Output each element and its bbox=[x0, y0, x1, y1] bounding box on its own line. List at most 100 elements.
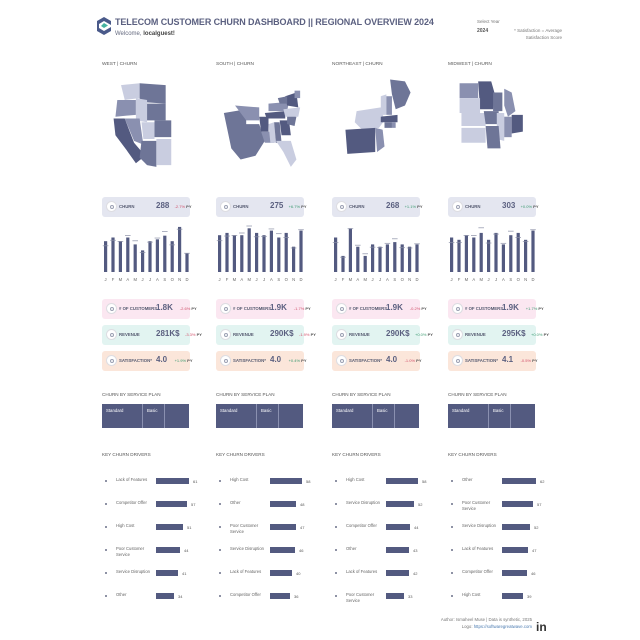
driver-row[interactable]: Poor Customer Service 44 bbox=[102, 545, 194, 559]
churn-bar[interactable] bbox=[363, 255, 367, 272]
region-map[interactable] bbox=[338, 72, 418, 180]
plan-standard[interactable]: Standard bbox=[102, 404, 143, 428]
customers-card[interactable]: # OF CUSTOMERS 1.8K -2.6% PY bbox=[102, 299, 197, 319]
plan-standard[interactable]: Standard bbox=[448, 404, 489, 428]
churn-bar[interactable] bbox=[104, 241, 108, 272]
customers-card[interactable]: # OF CUSTOMERS 1.9K -1.7% PY bbox=[216, 299, 311, 319]
churn-bar[interactable] bbox=[163, 235, 167, 272]
driver-row[interactable]: High Cost 58 bbox=[216, 476, 310, 490]
churn-bar[interactable] bbox=[356, 246, 360, 272]
driver-row[interactable]: High Cost 58 bbox=[332, 476, 426, 490]
revenue-card[interactable]: REVENUE 290K$ +0.0% PY bbox=[332, 325, 433, 345]
churn-bar[interactable] bbox=[450, 237, 454, 273]
driver-row[interactable]: Competitor Offer 44 bbox=[332, 522, 424, 536]
region-map[interactable] bbox=[454, 72, 534, 180]
churn-card[interactable]: CHURN 275 +6.7% PY bbox=[216, 197, 307, 217]
driver-row[interactable]: Lack of Features 47 bbox=[448, 545, 540, 559]
churn-bar[interactable] bbox=[284, 232, 288, 272]
churn-bar[interactable] bbox=[509, 235, 513, 272]
driver-row[interactable]: Lack of Features 42 bbox=[332, 568, 424, 582]
plan-basic[interactable]: Basic bbox=[143, 404, 165, 428]
churn-bar[interactable] bbox=[218, 235, 222, 272]
churn-bar[interactable] bbox=[292, 246, 296, 272]
churn-bar[interactable] bbox=[178, 226, 182, 272]
customers-card[interactable]: # OF CUSTOMERS 1.9K +1.7% PY bbox=[448, 299, 544, 319]
churn-bar[interactable] bbox=[141, 250, 145, 272]
plan-basic[interactable]: Basic bbox=[257, 404, 279, 428]
churn-bar[interactable] bbox=[464, 235, 468, 272]
driver-row[interactable]: Lack of Features 40 bbox=[216, 568, 308, 582]
churn-bar[interactable] bbox=[385, 244, 389, 272]
churn-bar[interactable] bbox=[516, 232, 520, 272]
plan-standard[interactable]: Standard bbox=[216, 404, 257, 428]
year-select[interactable]: 2024 bbox=[477, 28, 489, 34]
driver-row[interactable]: Other 62 bbox=[448, 476, 544, 490]
churn-bar[interactable] bbox=[277, 237, 281, 273]
churn-bar[interactable] bbox=[148, 241, 152, 272]
satisfaction-card[interactable]: SATISFACTION* 4.0 +0.4% PY bbox=[216, 351, 307, 371]
plan-standard[interactable]: Standard bbox=[332, 404, 373, 428]
churn-bar[interactable] bbox=[133, 244, 137, 272]
churn-bar[interactable] bbox=[501, 244, 505, 272]
churn-bar[interactable] bbox=[299, 230, 303, 272]
customers-card[interactable]: # OF CUSTOMERS 1.9K -0.2% PY bbox=[332, 299, 427, 319]
driver-row[interactable]: Other 48 bbox=[216, 499, 308, 513]
satisfaction-card[interactable]: SATISFACTION* 4.0 +1.9% PY bbox=[102, 351, 193, 371]
driver-row[interactable]: Service Disruption 41 bbox=[102, 568, 194, 582]
churn-bar[interactable] bbox=[479, 232, 483, 272]
logo-credit-link[interactable]: https://softwaregreatwave.com bbox=[473, 624, 532, 629]
churn-bar[interactable] bbox=[185, 253, 189, 272]
service-plan-treemap[interactable]: Standard Basic bbox=[448, 404, 535, 428]
churn-bar[interactable] bbox=[240, 235, 244, 272]
churn-bar[interactable] bbox=[348, 228, 352, 272]
churn-bar[interactable] bbox=[393, 242, 397, 272]
service-plan-treemap[interactable]: Standard Basic bbox=[102, 404, 189, 428]
churn-bar[interactable] bbox=[415, 244, 419, 272]
churn-bar[interactable] bbox=[269, 230, 273, 272]
driver-row[interactable]: High Cost 51 bbox=[102, 522, 194, 536]
plan-basic[interactable]: Basic bbox=[489, 404, 511, 428]
churn-bar[interactable] bbox=[494, 232, 498, 272]
driver-row[interactable]: Lack of Features 61 bbox=[102, 476, 197, 490]
churn-bar[interactable] bbox=[371, 244, 375, 272]
churn-bar[interactable] bbox=[487, 239, 491, 272]
churn-bar[interactable] bbox=[472, 237, 476, 273]
satisfaction-card[interactable]: SATISFACTION* 4.1 -0.5% PY bbox=[448, 351, 538, 371]
churn-bar[interactable] bbox=[457, 239, 461, 272]
service-plan-treemap[interactable]: Standard Basic bbox=[216, 404, 303, 428]
driver-row[interactable]: Other 34 bbox=[102, 591, 194, 605]
driver-row[interactable]: Competitor Offer 46 bbox=[448, 568, 540, 582]
driver-row[interactable]: High Cost 39 bbox=[448, 591, 540, 605]
churn-bar[interactable] bbox=[341, 255, 345, 272]
churn-bar[interactable] bbox=[155, 239, 159, 272]
driver-row[interactable]: Service Disruption 52 bbox=[448, 522, 540, 536]
churn-bar[interactable] bbox=[170, 241, 174, 272]
revenue-card[interactable]: REVENUE 295K$ +0.0% PY bbox=[448, 325, 549, 345]
driver-row[interactable]: Competitor Offer 36 bbox=[216, 591, 308, 605]
region-map[interactable] bbox=[108, 72, 188, 180]
driver-row[interactable]: Poor Customer Service 47 bbox=[216, 522, 308, 536]
driver-row[interactable]: Poor Customer Service 57 bbox=[448, 499, 541, 513]
service-plan-treemap[interactable]: Standard Basic bbox=[332, 404, 419, 428]
linkedin-icon[interactable]: in bbox=[536, 620, 547, 634]
driver-row[interactable]: Competitor Offer 57 bbox=[102, 499, 195, 513]
revenue-card[interactable]: REVENUE 290K$ -1.9% PY bbox=[216, 325, 316, 345]
churn-bar[interactable] bbox=[111, 237, 115, 273]
churn-bar[interactable] bbox=[225, 232, 229, 272]
churn-card[interactable]: CHURN 303 +0.0% PY bbox=[448, 197, 539, 217]
region-map[interactable] bbox=[222, 72, 302, 180]
churn-card[interactable]: CHURN 268 +1.1% PY bbox=[332, 197, 423, 217]
churn-bar[interactable] bbox=[126, 237, 130, 273]
churn-bar[interactable] bbox=[334, 237, 338, 273]
churn-bar[interactable] bbox=[531, 230, 535, 272]
driver-row[interactable]: Poor Customer Service 33 bbox=[332, 591, 424, 605]
revenue-card[interactable]: REVENUE 281K$ -3.3% PY bbox=[102, 325, 202, 345]
driver-row[interactable]: Service Disruption 52 bbox=[332, 499, 424, 513]
churn-card[interactable]: CHURN 288 -2.7% PY bbox=[102, 197, 192, 217]
churn-bar[interactable] bbox=[524, 239, 528, 272]
churn-bar[interactable] bbox=[408, 246, 412, 272]
